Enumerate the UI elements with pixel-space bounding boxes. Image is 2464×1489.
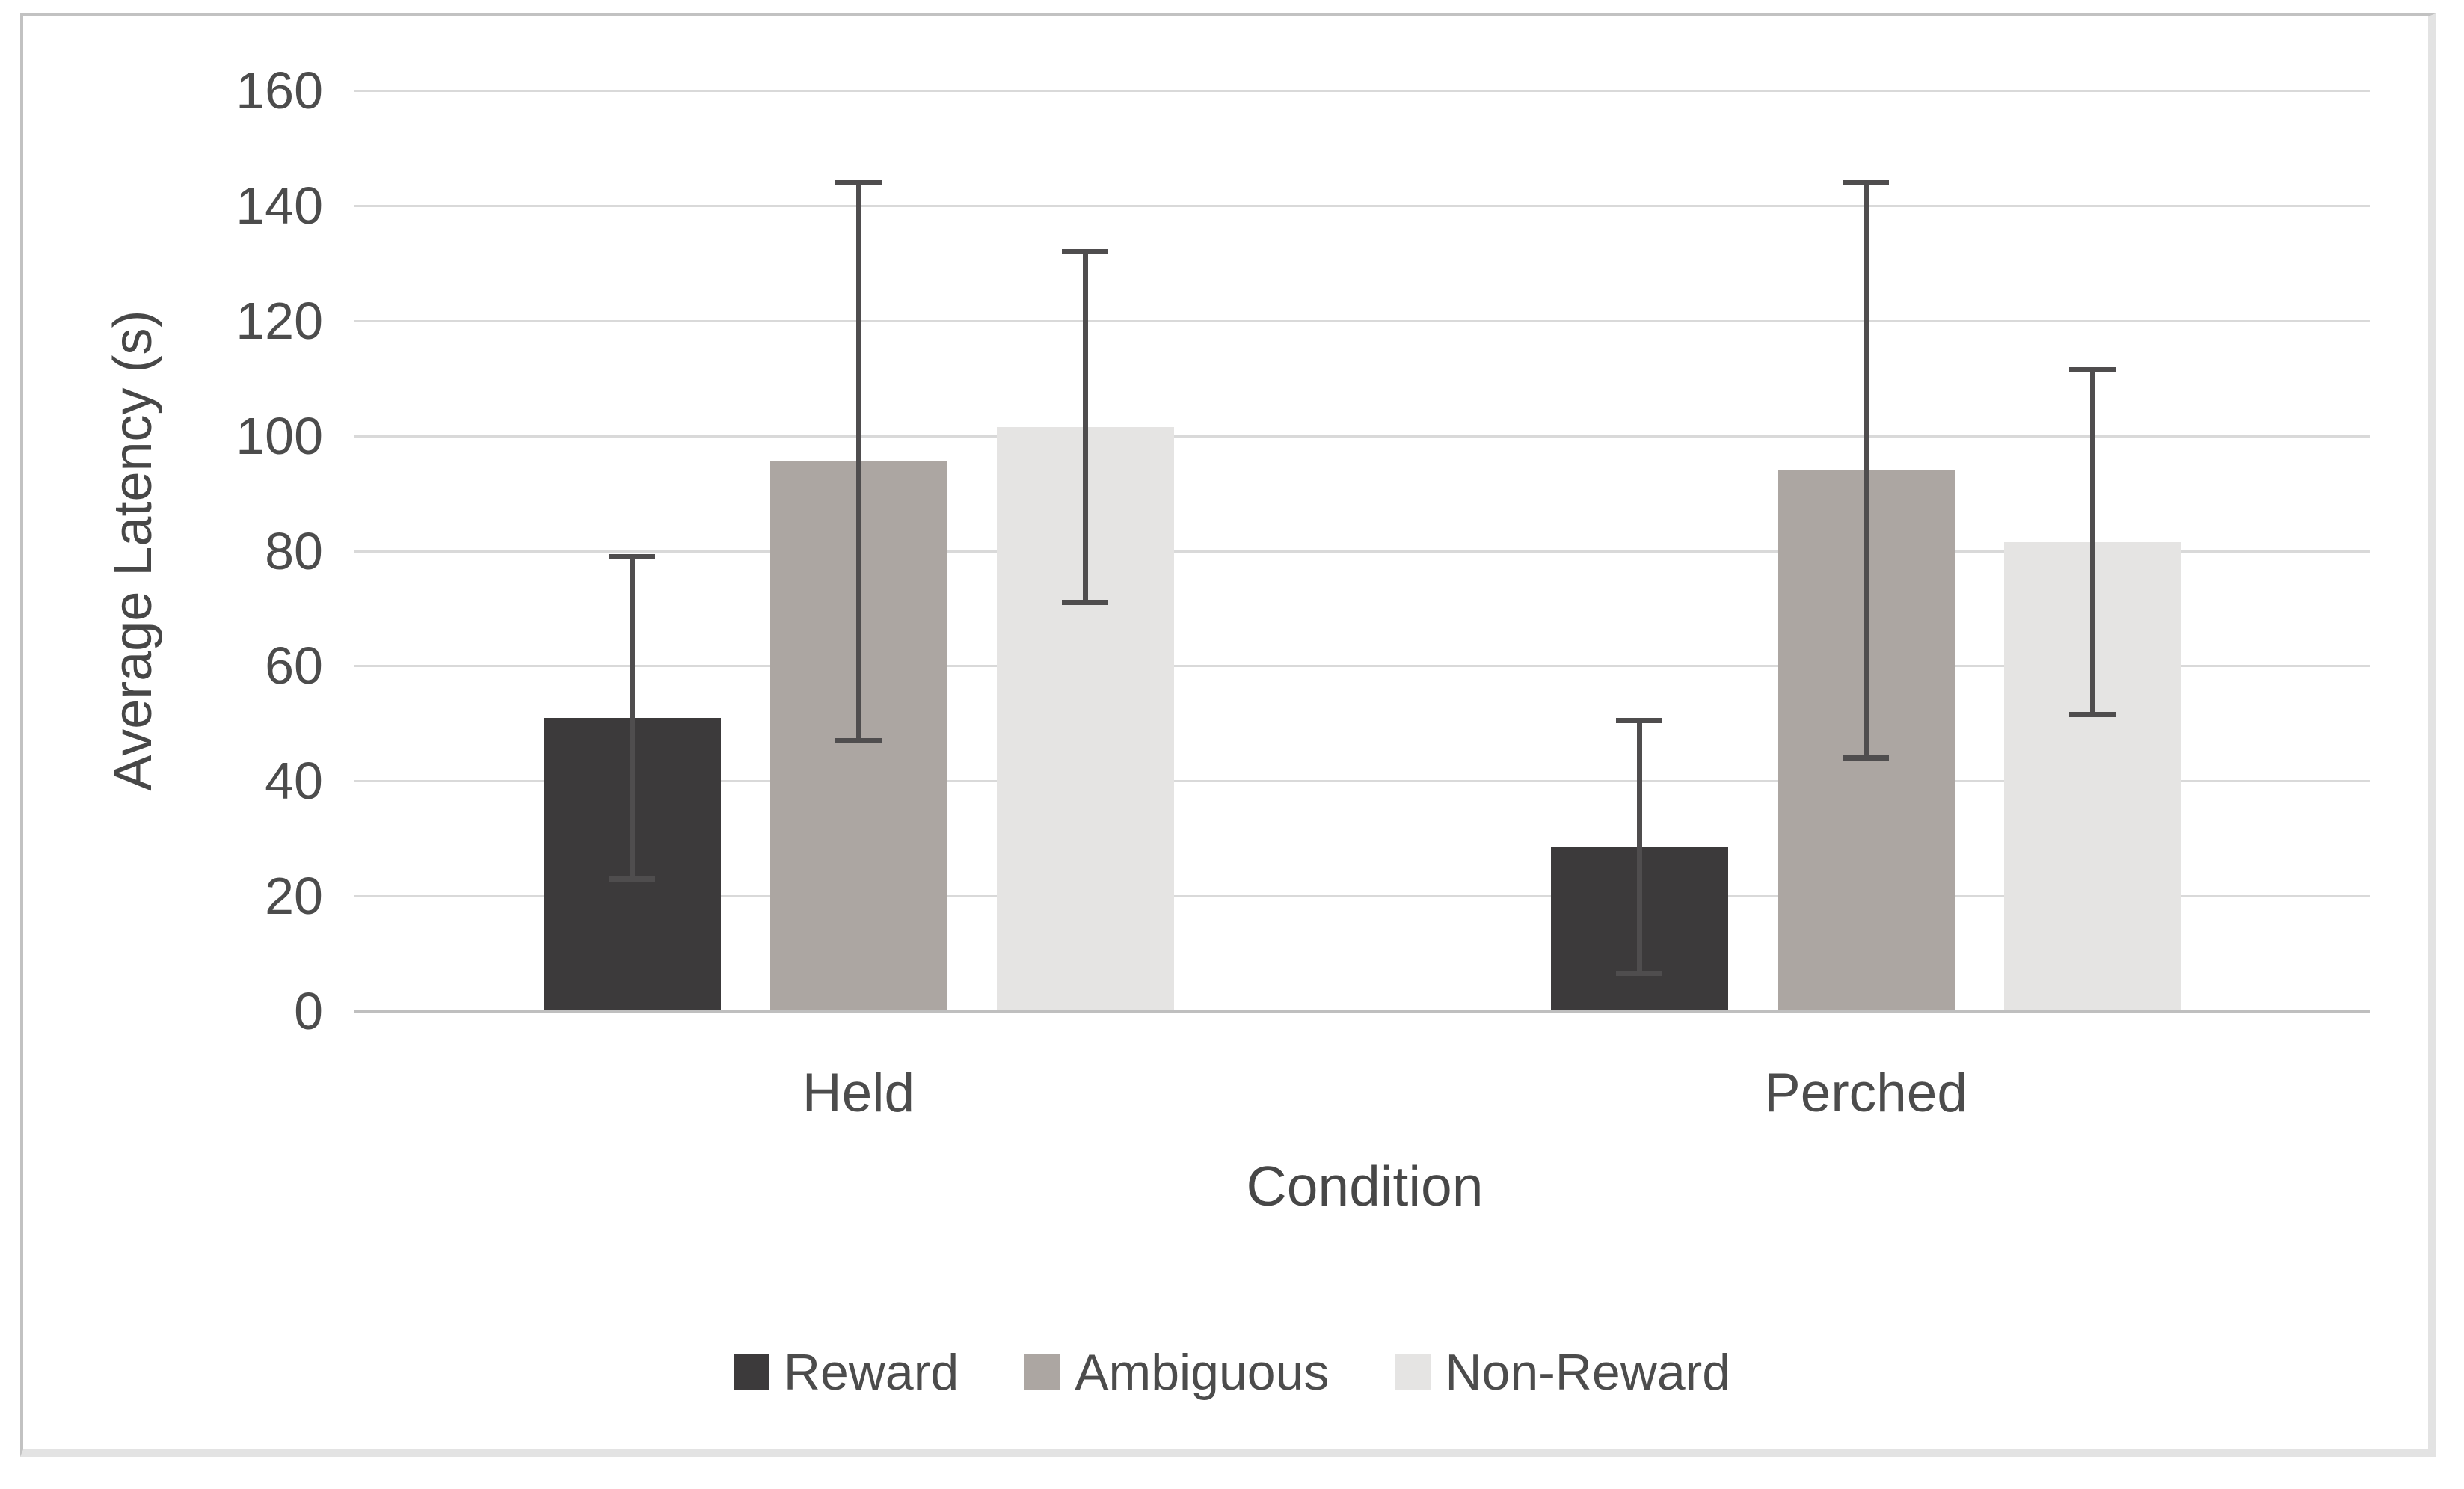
error-cap-bottom-held-non-reward	[1062, 600, 1108, 606]
error-cap-bottom-perched-reward	[1616, 971, 1662, 977]
gridline-80	[354, 550, 2370, 553]
legend-label-reward: Reward	[783, 1344, 959, 1401]
legend-marker-reward	[733, 1354, 769, 1390]
error-bar-perched-reward	[1636, 720, 1642, 974]
gridline-40	[354, 780, 2370, 783]
error-cap-top-perched-ambiguous	[1843, 179, 1889, 185]
error-bar-held-reward	[629, 556, 635, 879]
y-tick-label-40: 40	[265, 752, 323, 811]
legend-marker-non-reward	[1395, 1354, 1431, 1390]
error-cap-bottom-held-reward	[609, 876, 655, 882]
legend-item-non-reward: Non-Reward	[1395, 1343, 1730, 1401]
gridline-100	[354, 435, 2370, 438]
error-cap-bottom-perched-non-reward	[2069, 712, 2116, 718]
gridline-160	[354, 90, 2370, 92]
gridline-120	[354, 319, 2370, 322]
legend-label-ambiguous: Ambiguous	[1075, 1344, 1330, 1401]
error-bar-perched-ambiguous	[1863, 182, 1869, 758]
y-tick-label-120: 120	[236, 291, 323, 350]
x-category-label-held: Held	[802, 1063, 915, 1123]
error-cap-top-held-ambiguous	[835, 179, 882, 185]
gridline-60	[354, 665, 2370, 668]
gridline-140	[354, 204, 2370, 207]
y-tick-label-140: 140	[236, 176, 323, 235]
legend: Reward Ambiguous Non-Reward	[0, 1336, 2464, 1408]
error-cap-top-perched-reward	[1616, 717, 1662, 723]
y-axis-title: Average Latency (s)	[103, 310, 163, 791]
error-bar-perched-non-reward	[2089, 369, 2095, 715]
figure-border	[20, 13, 2436, 1457]
x-axis-line	[354, 1010, 2370, 1013]
error-cap-bottom-perched-ambiguous	[1843, 755, 1889, 761]
y-tick-label-80: 80	[265, 521, 323, 580]
legend-marker-ambiguous	[1024, 1354, 1061, 1390]
y-tick-label-100: 100	[236, 406, 323, 465]
y-tick-label-20: 20	[265, 867, 323, 926]
legend-item-reward: Reward	[733, 1343, 959, 1401]
gridline-20	[354, 895, 2370, 898]
error-cap-top-perched-non-reward	[2069, 366, 2116, 372]
y-tick-label-160: 160	[236, 61, 323, 120]
error-bar-held-non-reward	[1082, 251, 1088, 603]
y-tick-label-60: 60	[265, 636, 323, 696]
error-bar-held-ambiguous	[855, 182, 861, 741]
x-axis-title: Condition	[1246, 1155, 1484, 1218]
error-cap-bottom-held-ambiguous	[835, 737, 882, 743]
y-tick-label-0: 0	[294, 982, 323, 1040]
error-cap-top-held-reward	[609, 553, 655, 559]
error-cap-top-held-non-reward	[1062, 248, 1108, 254]
legend-label-non-reward: Non-Reward	[1445, 1344, 1731, 1401]
legend-item-ambiguous: Ambiguous	[1024, 1343, 1329, 1401]
x-category-label-perched: Perched	[1764, 1063, 1967, 1123]
